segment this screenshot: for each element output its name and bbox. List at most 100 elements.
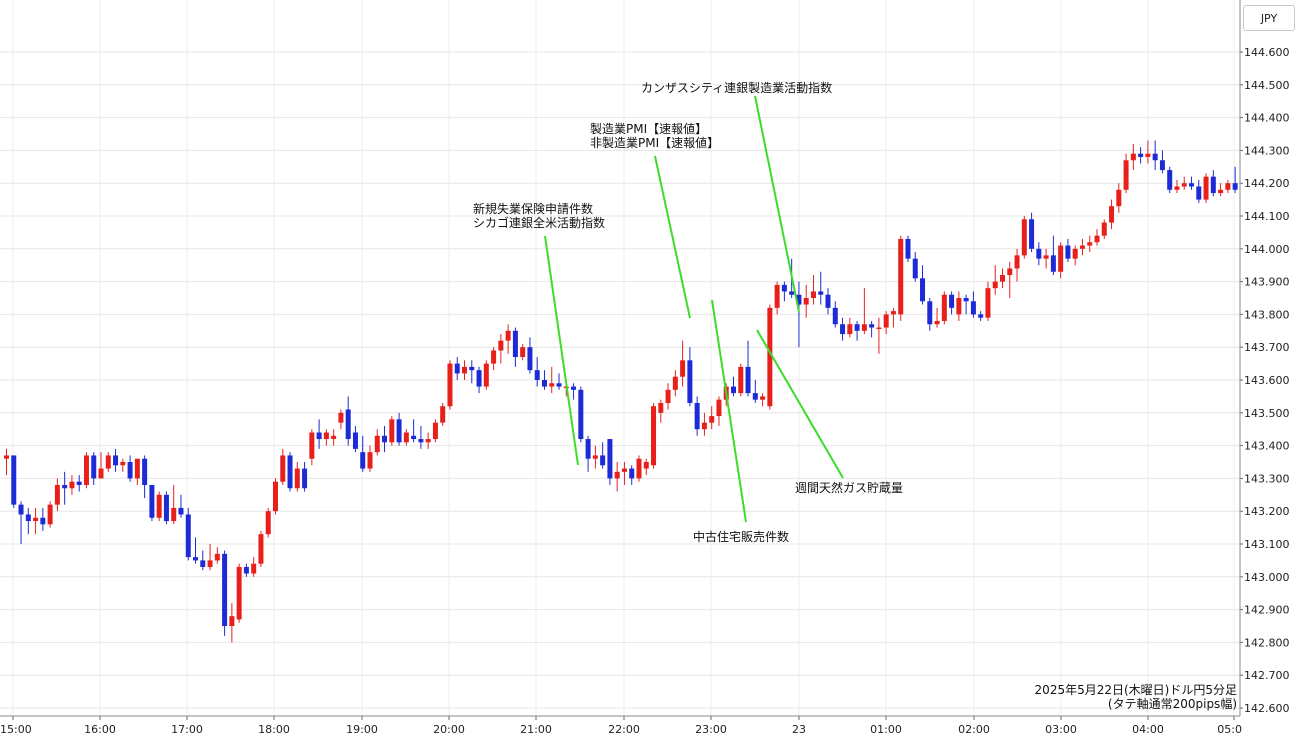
x-tick-label: 17:00 [171, 723, 203, 736]
candle-body [1174, 186, 1180, 190]
candle-body [665, 389, 671, 403]
candle [578, 386, 584, 443]
candle-body [1181, 183, 1187, 187]
annotation-pointer-line [654, 155, 691, 319]
candle-body [113, 455, 119, 466]
candle [1130, 143, 1136, 171]
x-tick-label: 22:00 [608, 723, 640, 736]
candle-body [163, 494, 169, 522]
candle-body [818, 291, 824, 295]
candle [18, 501, 24, 544]
candle [360, 435, 366, 472]
candle [331, 429, 337, 446]
candle-body [687, 360, 693, 403]
candle [1072, 245, 1078, 266]
candle-body [265, 511, 271, 535]
candle [854, 320, 860, 341]
event-annotation: 中古住宅販売件数 [693, 299, 789, 544]
candle [265, 507, 271, 538]
candle [367, 445, 373, 472]
candle [803, 284, 809, 318]
y-tick-label: 142.700 [1244, 669, 1290, 682]
y-tick-label: 144.500 [1244, 79, 1290, 92]
candle [83, 452, 89, 489]
candle [505, 324, 511, 354]
candle-body [331, 435, 337, 440]
candle-body [912, 258, 918, 279]
candle-body [694, 402, 700, 430]
candle-body [1145, 153, 1151, 157]
candle [614, 462, 620, 492]
candle-body [432, 422, 438, 440]
candle-body [999, 275, 1005, 282]
candle-body [367, 452, 373, 469]
candle-body [185, 514, 191, 558]
event-annotation: 製造業PMI【速報値】非製造業PMI【速報値】 [590, 121, 719, 319]
candle-body [985, 288, 991, 318]
candle-body [316, 432, 322, 440]
x-tick-label: 16:00 [84, 723, 116, 736]
chart-title-line: (タテ軸通常200pips幅) [1108, 696, 1237, 711]
candle [483, 360, 489, 390]
candle-body [709, 416, 715, 423]
candle-body [701, 422, 707, 430]
candle-body [1138, 153, 1144, 157]
candle-body [447, 363, 453, 407]
candle [243, 563, 249, 577]
candle [600, 442, 606, 469]
candle [549, 366, 555, 394]
candle-body [1167, 170, 1173, 190]
candle [193, 537, 199, 564]
candle-body [731, 386, 736, 394]
event-annotation: カンザスシティ連銀製造業活動指数 [641, 80, 832, 313]
candle [643, 458, 649, 476]
candle-body [411, 435, 417, 440]
candle-body [469, 366, 475, 371]
x-tick-label: 23:00 [695, 723, 727, 736]
candle-body [527, 347, 533, 371]
candle [454, 357, 460, 380]
candle-body [491, 350, 497, 364]
candle-body [832, 307, 838, 325]
candle-body [229, 616, 235, 626]
candle [512, 327, 518, 367]
x-tick-label: 04:00 [1132, 723, 1164, 736]
candle-body [222, 553, 228, 626]
candle [272, 478, 278, 515]
candle-body [920, 278, 926, 302]
chart-title: 2025年5月22日(木曜日)ドル円5分足(タテ軸通常200pips幅) [1035, 683, 1237, 711]
candle [251, 557, 257, 577]
candle [716, 396, 722, 426]
candle-body [1109, 206, 1115, 223]
candle [621, 462, 627, 485]
currency-selector[interactable]: JPY [1243, 5, 1295, 31]
candle [709, 406, 715, 430]
candle-body [876, 327, 882, 330]
candle-body [680, 360, 686, 377]
candle-body [549, 383, 555, 387]
candle-body [1225, 183, 1231, 190]
candle-body [614, 471, 620, 479]
candle-body [352, 432, 358, 449]
candle [912, 252, 918, 282]
candle [1058, 242, 1064, 279]
candle-body [520, 347, 526, 358]
y-tick-label: 143.300 [1244, 472, 1290, 485]
x-tick-label: 02:00 [958, 723, 990, 736]
candle [978, 311, 984, 321]
candle-body [643, 462, 649, 469]
y-tick-label: 144.000 [1244, 243, 1290, 256]
candle [883, 311, 889, 335]
candle-body [927, 301, 933, 325]
candle-body [941, 294, 947, 321]
annotation-label: カンザスシティ連銀製造業活動指数 [641, 80, 832, 95]
candle [1138, 147, 1144, 164]
candle [345, 396, 351, 446]
candle [949, 291, 955, 315]
candle-body [512, 330, 518, 358]
candle [876, 317, 882, 354]
candle [309, 429, 315, 466]
chart-title-line: 2025年5月22日(木曜日)ドル円5分足 [1035, 683, 1237, 697]
candle [927, 298, 933, 331]
